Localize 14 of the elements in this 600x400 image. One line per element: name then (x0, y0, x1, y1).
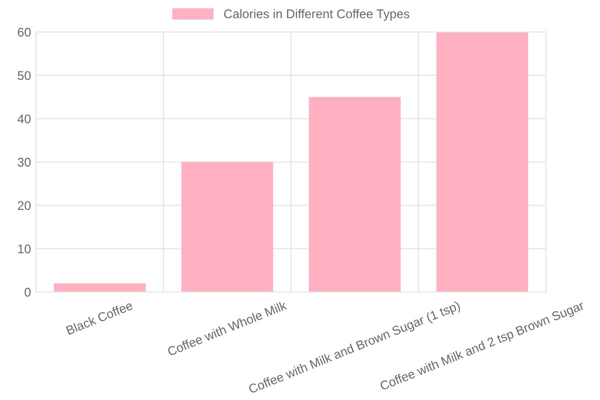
bar (181, 162, 274, 292)
bar (54, 283, 146, 292)
y-tick-label: 60 (18, 28, 31, 37)
bar (436, 32, 528, 292)
y-tick-label: 20 (18, 201, 31, 210)
y-tick-label: 10 (18, 244, 31, 254)
x-tick-label: Black Coffee (66, 300, 134, 335)
x-tick-label: Coffee with Whole Milk (166, 300, 288, 356)
y-tick-label: 40 (18, 114, 31, 124)
y-tick-label: 30 (18, 158, 31, 167)
y-tick-label: 0 (24, 288, 31, 297)
bar (308, 97, 401, 292)
y-tick-label: 50 (18, 71, 31, 80)
legend-label: Calories in Different Coffee Types (224, 9, 410, 21)
